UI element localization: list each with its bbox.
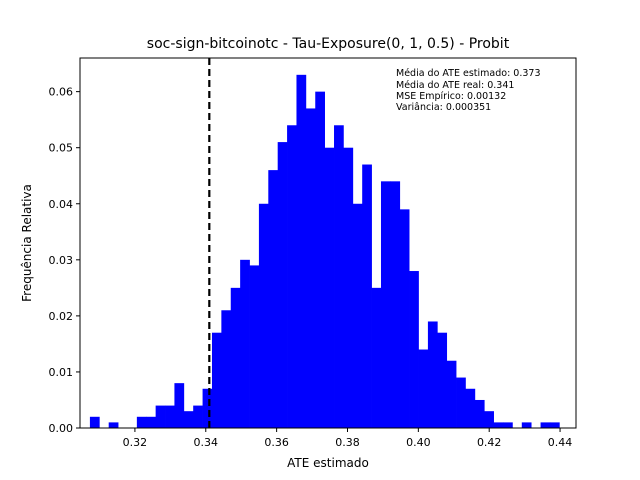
stats-annotation: Média do ATE estimado: 0.373 Média do AT… (396, 68, 541, 113)
y-tick-label: 0.03 (49, 254, 74, 267)
histogram-bar (540, 422, 551, 428)
histogram-bar (174, 383, 185, 428)
histogram-bar (221, 310, 232, 428)
plot-frame (79, 57, 577, 429)
histogram-bar (324, 147, 335, 428)
histogram-bar (334, 125, 344, 429)
histogram-bar (240, 259, 250, 428)
histogram-bar (268, 170, 279, 428)
histogram-bar (380, 181, 391, 428)
bars-layer (89, 74, 560, 429)
histogram-bar (362, 164, 372, 428)
y-tick-label: 0.02 (49, 310, 74, 323)
annotation-empirical-mse: MSE Empírico: 0.00132 (396, 91, 506, 102)
y-ticks-layer: 0.00 0.01 0.02 0.03 0.04 0.05 0.06 (49, 86, 80, 435)
histogram-bar (258, 203, 269, 428)
histogram-bar (155, 405, 166, 428)
x-tick-label: 0.32 (123, 436, 148, 449)
x-axis-label: ATE estimado (287, 456, 369, 470)
histogram-bar (456, 377, 466, 428)
histogram-bar (503, 422, 513, 428)
histogram-bar (146, 416, 156, 428)
histogram-bar (108, 422, 119, 428)
histogram-bar (549, 422, 560, 428)
x-ticks-layer: 0.32 0.34 0.36 0.38 0.40 0.42 0.44 (123, 428, 573, 449)
annotation-real-mean: Média do ATE real: 0.341 (396, 80, 514, 91)
histogram-bar (352, 203, 363, 428)
histogram-bar (343, 147, 354, 428)
histogram-bar (521, 422, 532, 428)
histogram-bar (211, 332, 222, 428)
histogram-bar (493, 422, 504, 428)
histogram-bar (399, 209, 410, 428)
y-axis-label: Frequência Relativa (20, 184, 34, 302)
x-tick-label: 0.40 (406, 436, 431, 449)
histogram-bar (183, 411, 194, 428)
y-tick-label: 0.05 (49, 142, 74, 155)
histogram-bar (315, 91, 325, 428)
histogram-bar (277, 142, 288, 428)
y-tick-label: 0.04 (49, 198, 74, 211)
histogram-bar (371, 287, 382, 428)
histogram-bar (305, 108, 316, 428)
x-tick-label: 0.36 (264, 436, 289, 449)
histogram-bar (418, 349, 429, 428)
x-tick-label: 0.34 (194, 436, 219, 449)
histogram-bar (437, 332, 448, 428)
annotation-estimated-mean: Média do ATE estimado: 0.373 (396, 68, 541, 79)
histogram-bar (89, 416, 100, 428)
histogram-bar (193, 405, 203, 428)
annotation-variance: Variância: 0.000351 (396, 102, 491, 113)
histogram-bar (165, 405, 175, 428)
histogram-bar (249, 265, 260, 428)
histogram-bar (446, 360, 457, 428)
chart-title: soc-sign-bitcoinotc - Tau-Exposure(0, 1,… (147, 36, 510, 52)
y-tick-label: 0.06 (49, 86, 74, 99)
y-tick-label: 0.01 (49, 366, 74, 379)
histogram-bar (136, 416, 147, 428)
histogram-bar (465, 388, 476, 428)
histogram-bar (287, 125, 297, 429)
histogram-bar (296, 74, 307, 428)
histogram-bar (484, 411, 494, 428)
histogram-bar (230, 287, 241, 428)
x-tick-label: 0.38 (335, 436, 360, 449)
histogram-bar (474, 399, 485, 428)
y-tick-label: 0.00 (49, 422, 74, 435)
histogram-bar (409, 271, 419, 428)
histogram-bar (202, 388, 213, 428)
x-tick-label: 0.42 (477, 436, 502, 449)
histogram-bar (390, 181, 401, 428)
x-tick-label: 0.44 (548, 436, 573, 449)
histogram-bar (427, 321, 438, 428)
